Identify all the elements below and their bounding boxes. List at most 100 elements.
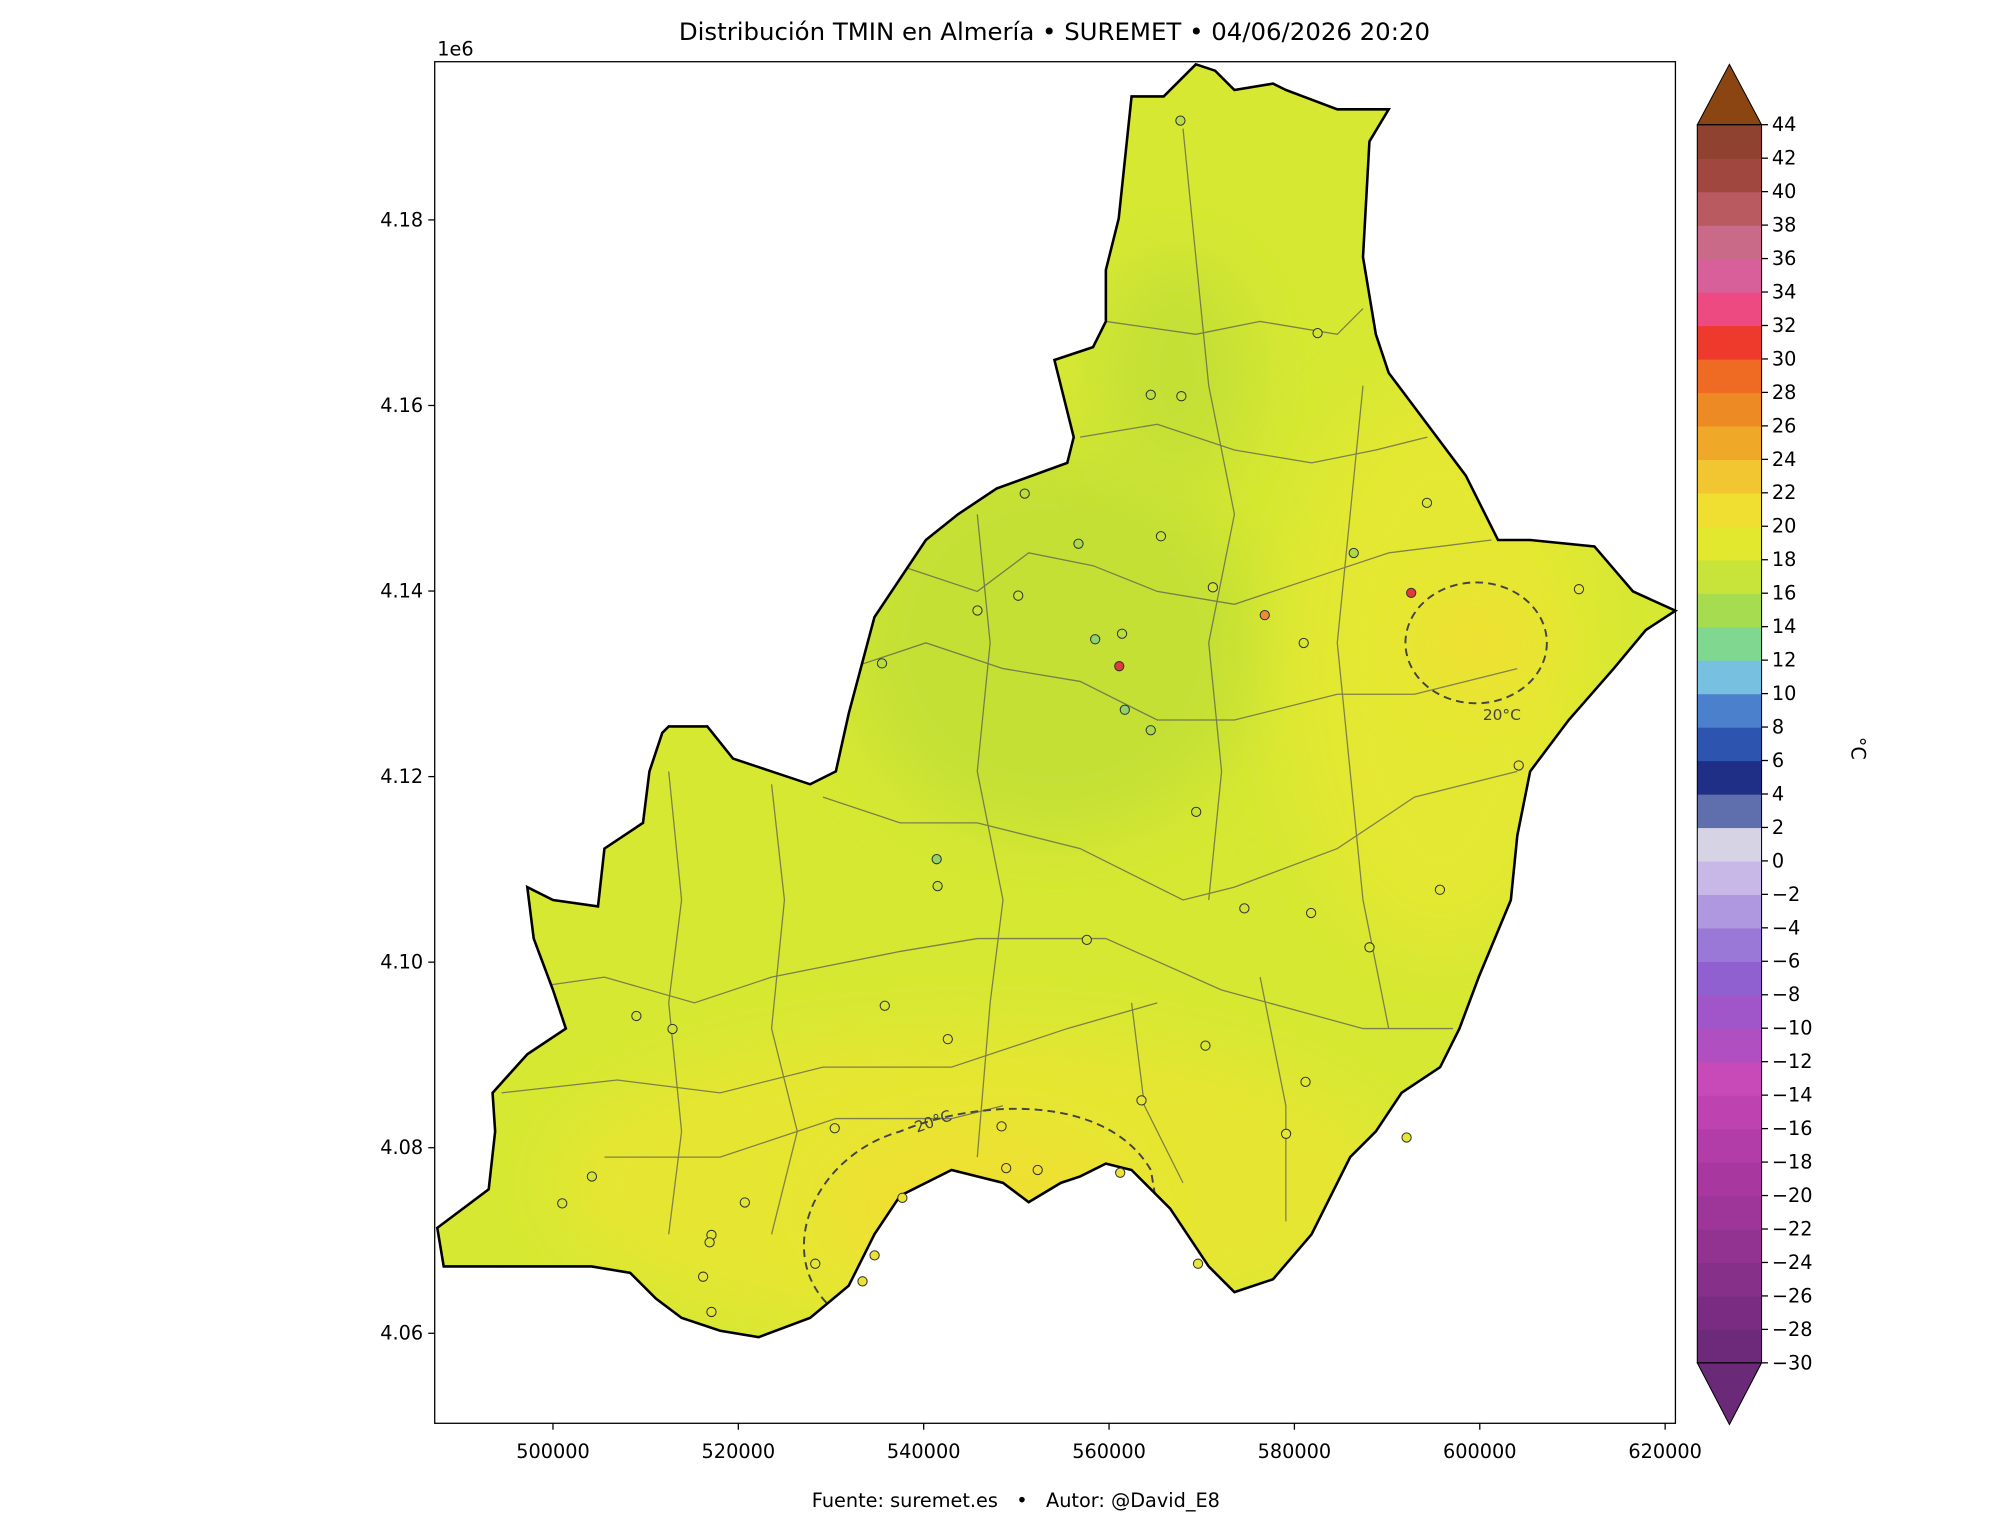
colorbar-segment — [1697, 559, 1762, 594]
colorbar-segment — [1697, 593, 1762, 628]
colorbar-tick-label: −4 — [1772, 916, 1800, 939]
station — [1032, 1164, 1043, 1176]
colorbar-label: °C — [1847, 737, 1870, 760]
colorbar-tick-label: 36 — [1772, 247, 1797, 270]
offset-text: 1e6 — [437, 37, 473, 60]
contour — [803, 1107, 1159, 1313]
station — [1114, 661, 1125, 672]
station — [1145, 389, 1156, 400]
colorbar-segment — [1697, 1162, 1762, 1197]
station — [1155, 531, 1167, 542]
colorbar-tick-label: 10 — [1772, 682, 1797, 705]
colorbar-segment — [1697, 1329, 1762, 1364]
colorbar-segment — [1697, 1195, 1762, 1230]
colorbar-tick-label: 30 — [1772, 347, 1797, 370]
station — [1013, 590, 1024, 601]
station — [739, 1197, 750, 1208]
colorbar-tick-label: 2 — [1772, 816, 1784, 839]
colorbar-segment — [1697, 358, 1762, 394]
colorbar-segment — [1697, 191, 1762, 226]
colorbar-segment — [1697, 1128, 1762, 1163]
station — [1073, 538, 1084, 549]
colorbar-segment — [1697, 660, 1762, 695]
chart-title: Distribución TMIN en Almería • SUREMET •… — [679, 17, 1430, 46]
colorbar-tick-label: −18 — [1772, 1151, 1813, 1174]
colorbar-tick-label: −28 — [1772, 1318, 1813, 1341]
station — [1081, 934, 1092, 946]
station — [1401, 1132, 1412, 1143]
colorbar-tick-label: 42 — [1772, 147, 1797, 170]
station — [1364, 942, 1375, 953]
colorbar-tick-label: 0 — [1772, 849, 1784, 872]
station — [667, 1023, 678, 1035]
colorbar-tick-label: −30 — [1772, 1351, 1813, 1374]
station — [1145, 725, 1156, 736]
station — [1434, 884, 1446, 895]
x-tick-label: 560000 — [1072, 1440, 1146, 1463]
colorbar-segment — [1697, 1061, 1762, 1096]
colorbar-tick-label: 38 — [1772, 214, 1797, 237]
colorbar-tick-label: 14 — [1772, 615, 1797, 638]
colorbar-tick-label: 6 — [1772, 749, 1784, 772]
colorbar-tick-label: −8 — [1772, 983, 1800, 1006]
contour — [1404, 581, 1548, 705]
station — [996, 1121, 1007, 1132]
x-tick-label: 600000 — [1443, 1440, 1517, 1463]
station — [869, 1250, 880, 1261]
colorbar-extension — [1696, 63, 1763, 126]
colorbar-tick-label: −6 — [1772, 950, 1800, 973]
colorbar-segment — [1697, 760, 1762, 795]
colorbar-segment — [1697, 1028, 1762, 1063]
station — [1513, 760, 1524, 771]
colorbar-segment — [1697, 392, 1762, 427]
station — [1207, 582, 1219, 593]
colorbar-segment — [1697, 158, 1762, 193]
colorbar-tick-label: 18 — [1772, 548, 1797, 571]
station — [704, 1237, 715, 1248]
x-tick-label: 580000 — [1258, 1440, 1332, 1463]
colorbar-tick-label: −2 — [1772, 883, 1800, 906]
station — [897, 1192, 908, 1203]
colorbar-segment — [1697, 425, 1762, 460]
station — [1116, 628, 1128, 639]
colorbar-tick-label: 32 — [1772, 314, 1797, 337]
station — [1573, 584, 1585, 595]
colorbar-tick-label: −26 — [1772, 1284, 1813, 1307]
station — [1300, 1076, 1311, 1087]
station — [932, 880, 943, 892]
colorbar-segment — [1697, 1262, 1762, 1297]
colorbar-tick-label: −22 — [1772, 1217, 1813, 1240]
colorbar-segment — [1697, 258, 1762, 293]
colorbar-tick-label: −16 — [1772, 1117, 1813, 1140]
station — [706, 1306, 717, 1318]
colorbar-tick-label: 20 — [1772, 515, 1797, 538]
station — [1176, 391, 1187, 402]
colorbar-segment — [1697, 325, 1762, 360]
colorbar-tick-label: −10 — [1772, 1017, 1813, 1040]
x-tick-label: 520000 — [702, 1440, 776, 1463]
colorbar-segment — [1697, 727, 1762, 762]
y-tick-label: 4.16 — [380, 394, 423, 417]
station — [829, 1123, 840, 1134]
colorbar-tick-label: 34 — [1772, 280, 1797, 303]
colorbar-tick-label: 26 — [1772, 414, 1797, 437]
plot-frame — [434, 61, 1677, 1424]
colorbar-segment — [1697, 961, 1762, 996]
colorbar-extension — [1696, 1362, 1763, 1426]
station — [697, 1271, 709, 1282]
station — [557, 1198, 568, 1209]
station — [857, 1276, 868, 1287]
colorbar-segment — [1697, 894, 1762, 929]
station — [1119, 704, 1130, 715]
station — [1348, 547, 1359, 559]
colorbar-segment — [1697, 827, 1762, 862]
colorbar-tick-label: −12 — [1772, 1050, 1813, 1073]
colorbar-segment — [1697, 292, 1762, 327]
station — [1305, 907, 1317, 919]
colorbar-segment — [1697, 1095, 1762, 1130]
colorbar-tick-label: −14 — [1772, 1084, 1813, 1107]
colorbar-segment — [1697, 1229, 1762, 1264]
station — [1421, 497, 1433, 509]
colorbar-segment — [1697, 927, 1762, 962]
